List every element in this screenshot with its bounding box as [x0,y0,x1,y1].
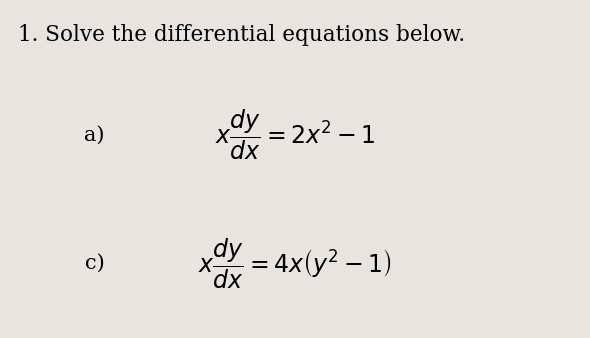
Text: 1. Solve the differential equations below.: 1. Solve the differential equations belo… [18,24,465,46]
Text: $x\dfrac{dy}{dx} = 4x\left(y^2 - 1\right)$: $x\dfrac{dy}{dx} = 4x\left(y^2 - 1\right… [198,237,392,291]
Text: c): c) [84,254,104,273]
Text: a): a) [84,126,104,145]
Text: $x\dfrac{dy}{dx} = 2x^2 - 1$: $x\dfrac{dy}{dx} = 2x^2 - 1$ [215,108,375,162]
